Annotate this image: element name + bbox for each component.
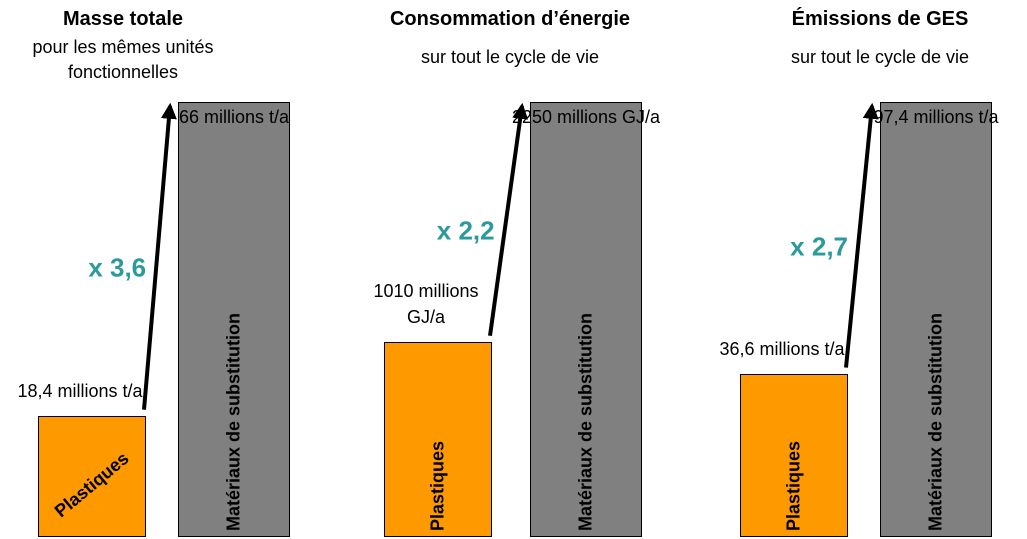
arrow [844,102,879,368]
panel-title: Masse totale [62,8,184,30]
bar [740,373,848,537]
value-label: 1010 millions GJ/a [373,280,479,327]
category-label: Plastiques [427,440,448,531]
panel-subtitle: sur tout le cycle de vie [420,47,600,67]
value-label: 2250 millions GJ/a [511,107,661,127]
panel-subtitle: sur tout le cycle de vie [790,47,970,67]
panel-title: Consommation d’énergie [389,8,631,30]
category-label: Matériaux de substitution [575,312,596,531]
panel-title: Émissions de GES [791,8,969,30]
ratio-annotation: x 3,6 [88,252,147,283]
bar [38,415,146,537]
bar [384,341,492,537]
arrow [488,102,529,337]
value-label: 18,4 millions t/a [17,380,143,401]
category-label: Matériaux de substitution [223,312,244,531]
ratio-annotation: x 2,7 [790,231,848,262]
panel-subtitle: pour les mêmes unités fonctionnelles [32,37,214,82]
arrow [142,102,177,410]
value-label: 36,6 millions t/a [719,338,845,359]
value-label: 97,4 millions t/a [873,107,999,127]
value-label: 66 millions t/a [178,107,290,127]
bar [530,102,642,537]
category-label: Plastiques [783,440,804,531]
category-label: Matériaux de substitution [925,312,946,531]
bar [880,102,992,537]
ratio-annotation: x 2,2 [436,215,495,246]
bar [178,102,290,537]
